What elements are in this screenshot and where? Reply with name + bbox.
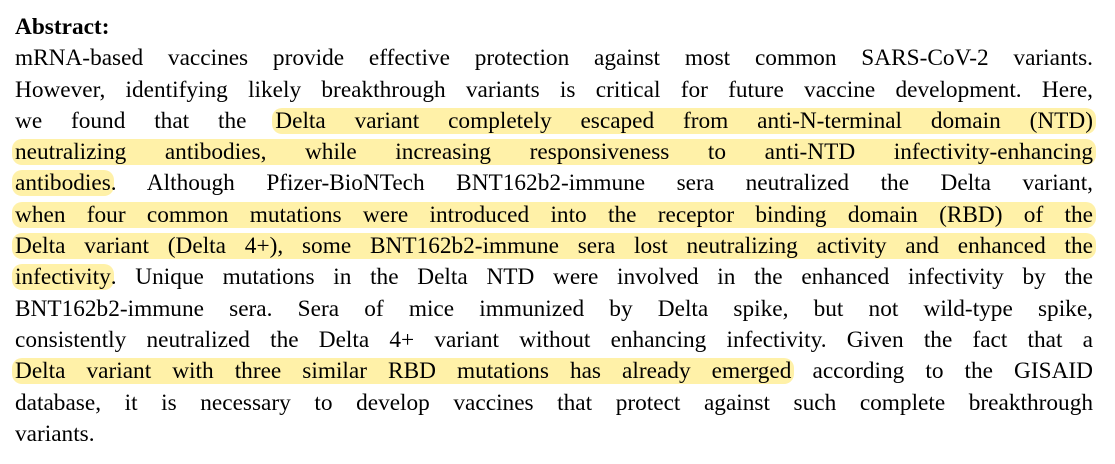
abstract-text: database, it is necessary to develop vac… [15, 389, 1093, 416]
abstract-body: mRNA-based vaccines provide effective pr… [12, 43, 1096, 450]
abstract-line: variants. [15, 419, 1093, 450]
abstract-text: BNT162b2-immune sera. Sera of mice immun… [15, 295, 1093, 322]
highlighted-text: Delta variant (Delta 4+), some BNT162b2-… [12, 233, 1096, 260]
abstract-text: . Unique mutations in the Delta NTD were… [110, 264, 1093, 291]
abstract-line: consistently neutralized the Delta 4+ va… [15, 325, 1093, 356]
highlighted-text: when four common mutations were introduc… [12, 201, 1096, 228]
abstract-heading: Abstract: [15, 14, 110, 40]
abstract-line: mRNA-based vaccines provide effective pr… [15, 43, 1093, 74]
abstract-line: infectivity. Unique mutations in the Del… [12, 262, 1093, 293]
highlighted-text: infectivity [12, 264, 114, 291]
abstract-text: consistently neutralized the Delta 4+ va… [15, 326, 1093, 353]
abstract-text: . Although Pfizer-BioNTech BNT162b2-immu… [110, 170, 1093, 197]
abstract-text: according to the GISAID [791, 358, 1094, 385]
abstract-line: neutralizing antibodies, while increasin… [12, 137, 1096, 168]
abstract-line: database, it is necessary to develop vac… [15, 388, 1093, 419]
abstract-line: when four common mutations were introduc… [12, 200, 1096, 231]
abstract-line: antibodies. Although Pfizer-BioNTech BNT… [12, 168, 1093, 199]
abstract-line: Delta variant (Delta 4+), some BNT162b2-… [12, 231, 1096, 262]
abstract-text: However, identifying likely breakthrough… [15, 76, 1093, 103]
highlighted-text: neutralizing antibodies, while increasin… [12, 139, 1096, 166]
abstract-text: variants. [15, 420, 95, 447]
highlighted-text: Delta variant completely escaped from an… [272, 107, 1096, 134]
abstract-text: we found that the [15, 107, 276, 134]
abstract-line: we found that the Delta variant complete… [15, 106, 1096, 137]
highlighted-text: antibodies [12, 170, 114, 197]
abstract-text: mRNA-based vaccines provide effective pr… [15, 45, 1093, 72]
abstract-line: BNT162b2-immune sera. Sera of mice immun… [15, 294, 1093, 325]
highlighted-text: Delta variant with three similar RBD mut… [12, 358, 795, 385]
abstract-line: Delta variant with three similar RBD mut… [12, 356, 1094, 387]
abstract-line: However, identifying likely breakthrough… [15, 75, 1093, 106]
abstract-block: Abstract: mRNA-based vaccines provide ef… [12, 12, 1096, 450]
